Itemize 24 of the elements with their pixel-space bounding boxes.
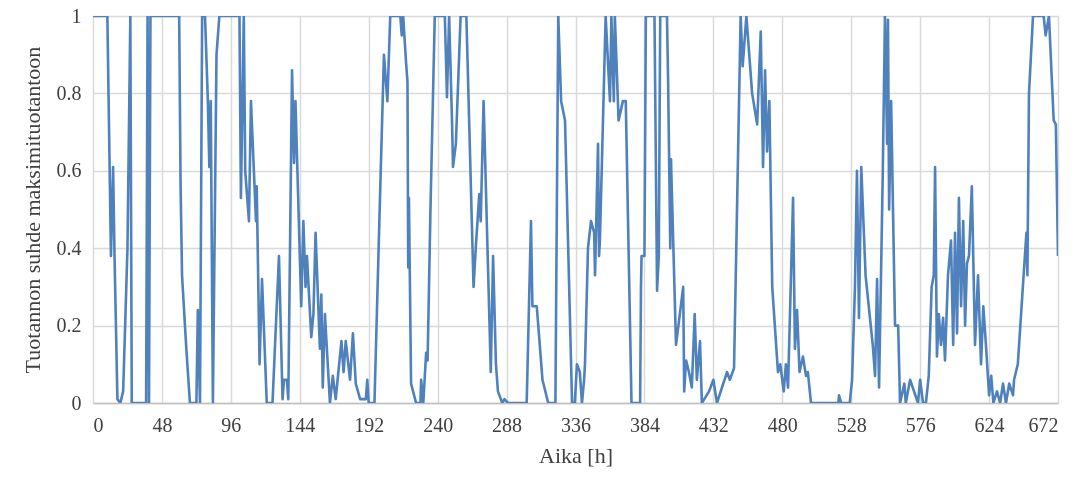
x-tick-label: 48 xyxy=(152,413,173,436)
x-axis-title: Aika [h] xyxy=(539,442,613,468)
x-tick-label: 96 xyxy=(221,413,242,436)
x-tick-label: 240 xyxy=(423,413,454,436)
y-axis-title: Tuotannon suhde maksimituotantoon xyxy=(19,46,45,374)
x-tick-label: 576 xyxy=(905,413,936,436)
y-tick-label: 1 xyxy=(71,4,82,27)
y-tick-label: 0.8 xyxy=(56,81,82,104)
x-tick-label: 624 xyxy=(974,413,1005,436)
x-tick-label: 432 xyxy=(698,413,729,436)
y-tick-label: 0 xyxy=(71,391,82,414)
y-tick-label: 0.4 xyxy=(56,236,82,259)
y-tick-label: 0.6 xyxy=(56,159,82,182)
x-tick-label: 672 xyxy=(1028,413,1059,436)
y-tick-label: 0.2 xyxy=(56,314,82,337)
x-tick-label: 192 xyxy=(354,413,385,436)
x-tick-label: 144 xyxy=(285,413,316,436)
x-tick-label: 528 xyxy=(836,413,867,436)
x-tick-label: 384 xyxy=(629,413,660,436)
x-tick-label: 480 xyxy=(767,413,798,436)
x-tick-label: 336 xyxy=(561,413,591,436)
line-series xyxy=(93,16,1058,403)
x-tick-label: 0 xyxy=(93,413,104,436)
x-tick-label: 288 xyxy=(492,413,523,436)
